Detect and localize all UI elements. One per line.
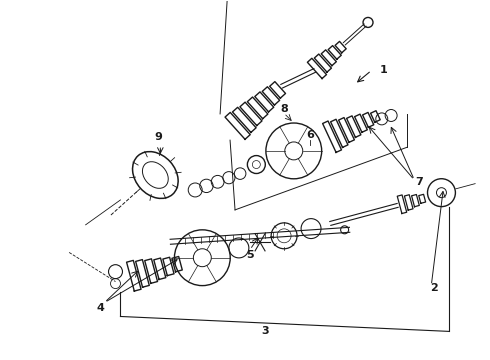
Text: 3: 3 [261, 327, 269, 336]
Text: 7: 7 [416, 177, 423, 187]
Text: 8: 8 [280, 104, 288, 114]
Text: 6: 6 [306, 130, 314, 140]
Text: 9: 9 [154, 132, 162, 142]
Text: 5: 5 [246, 250, 254, 260]
Text: 4: 4 [97, 302, 104, 312]
Text: 1: 1 [379, 66, 387, 76]
Text: 2: 2 [430, 283, 438, 293]
